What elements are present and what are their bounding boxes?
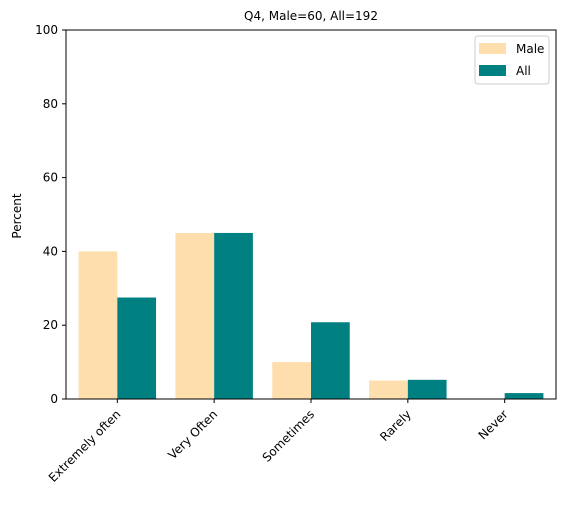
bar-all-0: [117, 297, 157, 399]
y-axis-label: Percent: [10, 193, 24, 238]
bar-male-2: [272, 362, 311, 399]
bar-all-1: [214, 232, 253, 399]
bar-male-3: [369, 380, 408, 399]
legend-swatch-all: [479, 65, 506, 76]
legend: Male All: [474, 35, 550, 85]
legend-label-all: All: [516, 64, 531, 78]
y-tick-label: 40: [43, 244, 58, 258]
y-tick-label: 0: [50, 392, 58, 406]
y-tick-label: 20: [43, 318, 58, 332]
legend-label-male: Male: [516, 42, 544, 56]
bar-male-0: [78, 251, 118, 399]
legend-swatch-male: [479, 43, 506, 54]
y-tick-label: 100: [35, 23, 58, 37]
x-tick-label: Very Often: [165, 407, 220, 462]
bars-group: [78, 232, 544, 399]
bar-male-1: [175, 232, 215, 399]
x-tick-label: Sometimes: [260, 407, 318, 465]
x-tick-label: Extremely often: [46, 407, 124, 485]
x-tick-label: Never: [476, 407, 511, 442]
bar-all-3: [407, 379, 447, 399]
chart-title: Q4, Male=60, All=192: [244, 9, 378, 23]
bar-all-4: [504, 393, 544, 399]
bar-all-2: [311, 322, 350, 399]
y-tick-label: 60: [43, 171, 58, 185]
y-tick-label: 80: [43, 97, 58, 111]
x-tick-label: Rarely: [377, 407, 414, 444]
